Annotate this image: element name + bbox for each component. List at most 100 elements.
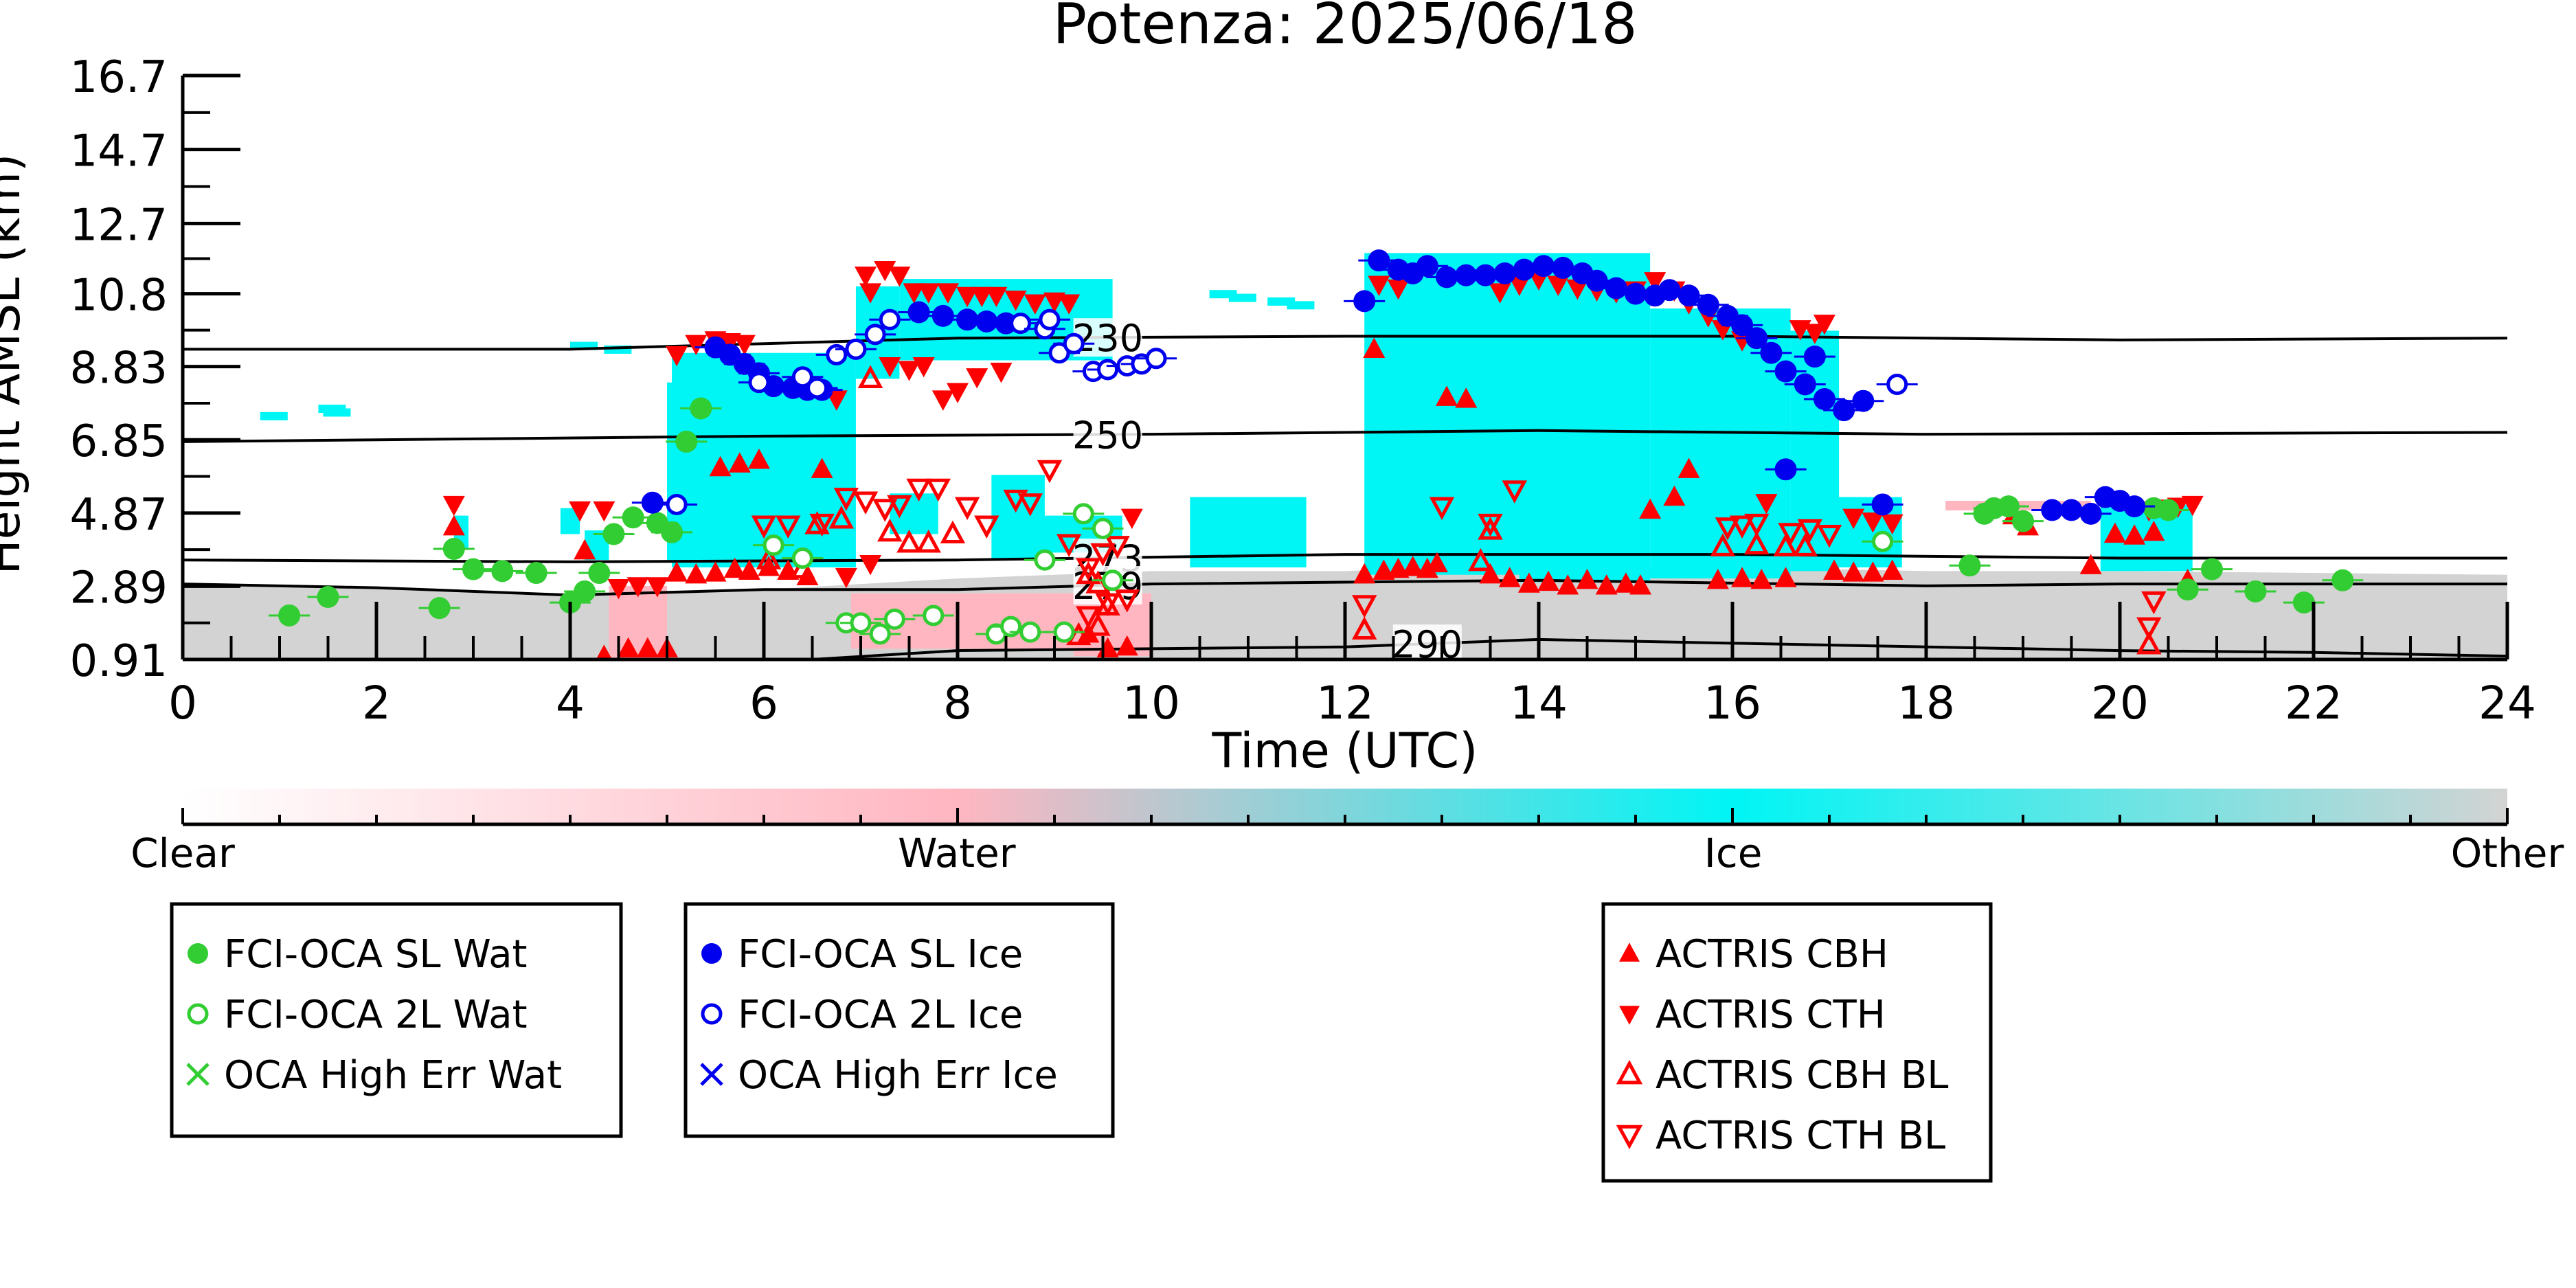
fci-oca-sl-wat-point xyxy=(1997,495,2020,518)
legend-frame xyxy=(1601,902,1993,1183)
legend-label: FCI-OCA SL Ice xyxy=(738,932,1023,977)
fci-oca-sl-wat-point xyxy=(2012,510,2034,532)
colorbar-label: Water xyxy=(898,830,1016,877)
fci-oca-sl-wat-point xyxy=(588,562,611,585)
actris-cbh-point xyxy=(811,457,833,478)
fci-oca-2l-wat-point xyxy=(1019,621,1041,643)
actris-cbh-bl-point xyxy=(940,520,966,544)
actris-cth-point xyxy=(912,357,935,378)
legend-group: FCI-OCA SL Wat FCI-OCA 2L Wat OCA High Err… xyxy=(170,902,1993,1183)
actris-cth-point xyxy=(879,357,901,378)
fci-oca-sl-ice-point xyxy=(1625,282,1647,305)
actris-cbh-point xyxy=(574,539,596,560)
fci-oca-2l-wat-point xyxy=(869,623,891,645)
fci-oca-sl-wat-point xyxy=(428,597,451,620)
legend-label: ACTRIS CBH xyxy=(1656,932,1888,977)
y-axis-label: Height AMSL (km) xyxy=(0,154,31,575)
data-points xyxy=(269,249,2364,659)
actris-cbh-point xyxy=(758,556,780,576)
x-tick-label: 2 xyxy=(362,677,391,730)
actris-cth-bl-point xyxy=(1017,493,1043,517)
actris-cth-bl-point xyxy=(872,499,898,522)
colorbar: Clear Water Ice Other xyxy=(131,789,2564,877)
fci-oca-sl-ice-point xyxy=(1852,389,1875,412)
fci-oca-sl-wat-point xyxy=(2331,569,2354,591)
actris-cbh-point xyxy=(1498,567,1521,587)
actris-cth-point xyxy=(1813,315,1835,335)
legend-label: FCI-OCA 2L Ice xyxy=(738,993,1023,1037)
actris-cbh-point xyxy=(1639,498,1662,519)
actris-cth-bl-point xyxy=(1778,523,1803,546)
actris-cbh-point xyxy=(747,449,770,469)
actris-cth-point xyxy=(1489,283,1511,304)
actris-cbh-bl-point xyxy=(1076,561,1101,585)
fci-oca-sl-ice-point xyxy=(956,308,979,331)
x-tick-label: 16 xyxy=(1704,677,1761,730)
y-tick-label: 6.85 xyxy=(70,416,168,467)
y-tick-label: 16.7 xyxy=(70,52,168,103)
y-tick-label: 8.83 xyxy=(70,343,168,394)
legend-marker-icon xyxy=(1619,942,1640,962)
y-tick-label: 12.7 xyxy=(70,200,168,251)
actris-cbh-bl-point xyxy=(896,530,922,553)
actris-cth-point xyxy=(903,283,925,304)
actris-cth-point xyxy=(898,361,920,381)
actris-cth-bl-point xyxy=(809,513,835,537)
fci-oca-2l-wat-point xyxy=(1000,615,1022,637)
fci-oca-sl-ice-point xyxy=(1803,346,1826,368)
actris-cth-point xyxy=(1120,508,1143,530)
fci-oca-sl-wat-point xyxy=(622,506,644,529)
actris-cth-point xyxy=(1004,291,1027,311)
actris-cbh-point xyxy=(636,637,659,657)
x-tick-label: 18 xyxy=(1897,677,1955,730)
actris-cbh-bl-point xyxy=(2136,631,2162,655)
fci-oca-2l-ice-point xyxy=(879,308,901,330)
fci-oca-sl-ice-point xyxy=(1436,266,1458,289)
actris-cth-bl-point xyxy=(852,491,879,515)
fci-oca-sl-ice-point xyxy=(1697,293,1719,316)
fci-oca-sl-ice-point xyxy=(2079,502,2102,525)
actris-cbh-point xyxy=(1557,574,1579,595)
fci-oca-sl-wat-point xyxy=(317,586,339,609)
actris-cth-point xyxy=(855,267,877,287)
actris-cbh-bl-point xyxy=(1085,613,1111,636)
actris-cth-point xyxy=(1058,294,1081,315)
actris-cth-bl-point xyxy=(776,515,801,539)
actris-cth-bl-point xyxy=(1429,497,1455,521)
legend-marker-icon xyxy=(1619,1006,1640,1025)
ice-region xyxy=(1364,253,1651,575)
fci-oca-sl-ice-point xyxy=(2123,495,2146,518)
actris-cth-bl-point xyxy=(887,495,912,519)
actris-cbh-point xyxy=(1116,635,1138,656)
fci-oca-sl-wat-point xyxy=(278,604,301,626)
fci-oca-sl-wat-point xyxy=(2176,578,2199,601)
actris-cth-bl-point xyxy=(2141,591,2167,615)
x-tick-label: 8 xyxy=(943,677,972,730)
actris-cbh-point xyxy=(1629,574,1652,595)
actris-cbh-bl-point xyxy=(804,511,830,534)
actris-cth-point xyxy=(874,261,896,282)
actris-cth-point xyxy=(888,267,911,287)
fci-oca-2l-ice-point xyxy=(806,377,828,399)
legend-marker-icon xyxy=(700,1063,723,1086)
actris-cth-point xyxy=(947,383,969,404)
actris-cth-point xyxy=(971,286,993,308)
actris-cth-point xyxy=(733,335,756,356)
fci-oca-sl-ice-point xyxy=(1774,360,1797,383)
fci-oca-2l-ice-point xyxy=(1097,359,1119,381)
fci-oca-2l-ice-point xyxy=(791,366,813,388)
actris-cth-bl-point xyxy=(1056,534,1082,557)
legend-frame xyxy=(683,902,1115,1138)
actris-cth-bl-point xyxy=(1502,480,1527,504)
actris-cbh-point xyxy=(2103,522,2126,543)
fci-oca-2l-ice-point xyxy=(1010,313,1032,335)
fci-oca-sl-ice-point xyxy=(907,301,930,324)
fci-oca-sl-ice-point xyxy=(1552,256,1574,279)
isotherm-label-bg xyxy=(1073,318,1142,357)
fci-oca-sl-wat-point xyxy=(491,560,514,583)
fci-oca-sl-wat-point xyxy=(2200,558,2223,580)
actris-cbh-bl-point xyxy=(857,365,883,388)
legend-label: ACTRIS CTH xyxy=(1656,993,1886,1037)
fci-oca-2l-ice-point xyxy=(666,493,688,515)
fci-oca-2l-ice-point xyxy=(864,324,886,346)
